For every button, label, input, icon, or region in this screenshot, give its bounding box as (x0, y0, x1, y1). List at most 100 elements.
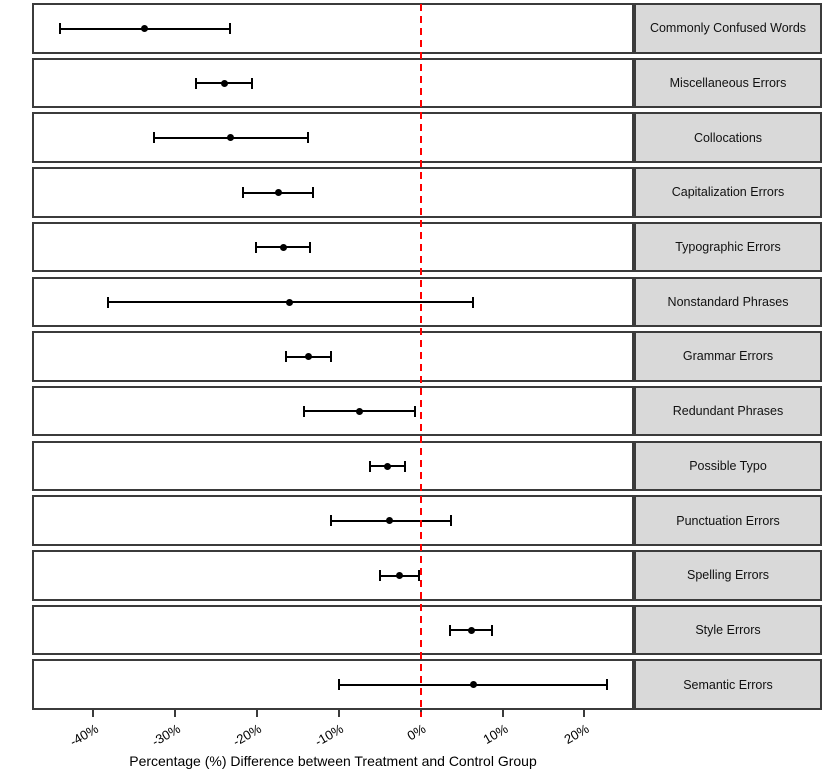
facet-strip: Miscellaneous Errors (634, 57, 822, 109)
facet-strip: Collocations (634, 112, 822, 163)
x-axis-title: Percentage (%) Difference between Treatm… (129, 753, 537, 769)
x-axis-tick-label: -20% (230, 721, 265, 750)
facet-panel (32, 167, 634, 218)
ci-lower-cap (449, 624, 452, 636)
confidence-interval (34, 169, 632, 216)
x-axis-tick (583, 710, 586, 717)
point-estimate (274, 189, 282, 197)
x-axis-tick (501, 710, 504, 717)
ci-upper-cap (330, 351, 333, 363)
facet-row: Capitalization Errors (0, 167, 830, 218)
ci-upper-cap (250, 77, 253, 89)
x-axis-tick (337, 710, 340, 717)
ci-upper-cap (413, 405, 416, 417)
facet-panel (32, 495, 634, 546)
confidence-interval (34, 60, 632, 107)
facet-panel (32, 331, 634, 382)
facet-row: Nonstandard Phrases (0, 276, 830, 327)
point-estimate (227, 134, 235, 142)
point-estimate (467, 626, 475, 634)
ci-lower-cap (153, 132, 156, 144)
point-estimate (355, 407, 363, 415)
ci-upper-cap (472, 296, 475, 308)
facet-row: Semantic Errors (0, 659, 830, 710)
ci-upper-cap (404, 460, 407, 472)
facet-row: Grammar Errors (0, 331, 830, 382)
facet-label: Semantic Errors (683, 677, 773, 692)
ci-upper-cap (449, 515, 452, 527)
facet-panel (32, 276, 634, 327)
x-axis-tick-label: -30% (148, 721, 183, 750)
zero-reference-line (419, 4, 422, 717)
point-estimate (141, 25, 149, 32)
confidence-interval (34, 333, 632, 380)
point-estimate (304, 353, 312, 361)
facet-row: Collocations (0, 112, 830, 163)
x-axis-tick-label: -10% (312, 721, 347, 750)
confidence-interval (34, 5, 632, 52)
ci-upper-cap (307, 132, 310, 144)
facet-strip: Redundant Phrases (634, 385, 822, 437)
ci-lower-cap (302, 405, 305, 417)
ci-upper-cap (490, 624, 493, 636)
facet-label: Possible Typo (689, 458, 767, 473)
facet-row: Punctuation Errors (0, 495, 830, 546)
point-estimate (286, 298, 294, 306)
facet-panel (32, 550, 634, 601)
facet-strip: Semantic Errors (634, 659, 822, 710)
ci-upper-cap (418, 570, 420, 581)
ci-upper-cap (228, 23, 231, 34)
facet-strip: Possible Typo (634, 440, 822, 492)
point-estimate (386, 517, 394, 525)
facet-row: Typographic Errors (0, 221, 830, 273)
facet-strip: Punctuation Errors (634, 495, 822, 546)
facet-label: Miscellaneous Errors (669, 75, 787, 90)
ci-lower-cap (241, 187, 244, 199)
ci-lower-cap (106, 296, 109, 308)
x-axis-tick (173, 710, 176, 717)
facet-panel (32, 221, 634, 273)
ci-upper-cap (309, 241, 312, 253)
confidence-interval (34, 661, 632, 708)
point-estimate (279, 243, 287, 251)
confidence-interval (34, 443, 632, 490)
point-estimate (384, 462, 392, 470)
facet-label: Typographic Errors (675, 240, 781, 255)
facet-strip: Style Errors (634, 604, 822, 656)
ci-lower-cap (329, 515, 332, 527)
facet-row: Redundant Phrases (0, 385, 830, 437)
point-estimate (395, 572, 403, 579)
ci-upper-cap (605, 679, 608, 691)
facet-strip: Commonly Confused Words (634, 3, 822, 54)
facet-label: Collocations (693, 130, 763, 145)
facet-row: Commonly Confused Words (0, 3, 830, 54)
facet-row: Miscellaneous Errors (0, 57, 830, 109)
confidence-interval (34, 497, 632, 544)
ci-lower-cap (285, 351, 288, 363)
confidence-interval (34, 388, 632, 435)
ci-lower-cap (254, 241, 257, 253)
facet-strip: Typographic Errors (634, 221, 822, 273)
facet-label: Grammar Errors (682, 349, 774, 364)
facet-panel (32, 57, 634, 109)
facet-strip: Nonstandard Phrases (634, 276, 822, 327)
ci-lower-cap (195, 77, 198, 89)
facet-strip: Capitalization Errors (634, 167, 822, 218)
x-axis-tick-label: -40% (66, 721, 101, 750)
confidence-interval (34, 224, 632, 271)
facet-label: Redundant Phrases (672, 404, 784, 419)
confidence-interval (34, 279, 632, 326)
point-estimate (220, 79, 228, 87)
facet-strip: Grammar Errors (634, 331, 822, 382)
facet-panel (32, 604, 634, 656)
facet-label: Commonly Confused Words (649, 21, 807, 36)
x-axis-tick-label: 10% (480, 721, 511, 748)
facet-strip: Spelling Errors (634, 550, 822, 601)
facet-panel (32, 112, 634, 163)
ci-upper-cap (311, 187, 314, 199)
facet-label: Punctuation Errors (676, 513, 780, 528)
x-axis-tick (91, 710, 94, 717)
facet-row: Style Errors (0, 604, 830, 656)
point-estimate (469, 681, 477, 689)
